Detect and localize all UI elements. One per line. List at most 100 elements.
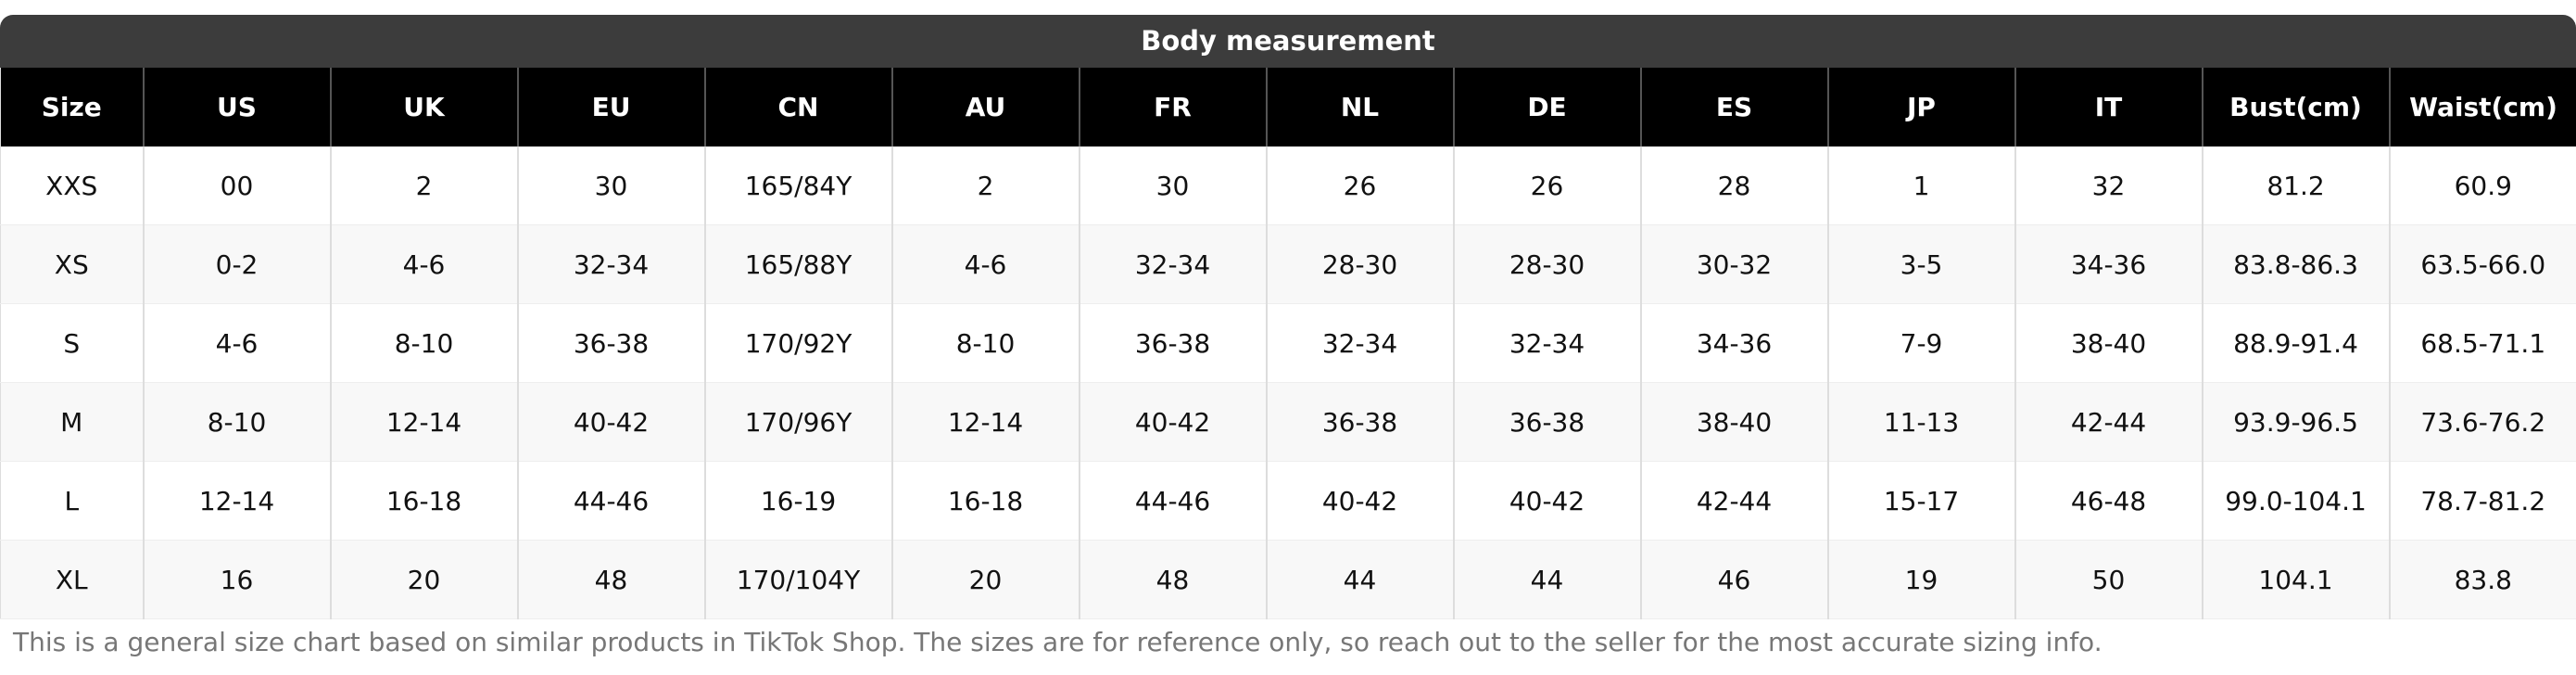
column-header: FR bbox=[1078, 68, 1267, 146]
table-cell: 78.7-81.2 bbox=[2388, 461, 2576, 541]
table-cell: S bbox=[0, 303, 144, 383]
table-cell: 170/92Y bbox=[703, 303, 892, 383]
table-cell: 104.1 bbox=[2201, 540, 2390, 619]
table-cell: 50 bbox=[2014, 540, 2203, 619]
table-cell: 36-38 bbox=[1265, 382, 1454, 462]
table-cell: 26 bbox=[1265, 146, 1454, 225]
table-cell: 28 bbox=[1639, 146, 1828, 225]
column-header: US bbox=[142, 68, 331, 146]
table-cell: 32-34 bbox=[516, 224, 705, 304]
table-cell: 16 bbox=[142, 540, 331, 619]
column-header: Waist(cm) bbox=[2388, 68, 2576, 146]
table-cell: 99.0-104.1 bbox=[2201, 461, 2390, 541]
table-cell: 165/88Y bbox=[703, 224, 892, 304]
table-cell: 28-30 bbox=[1265, 224, 1454, 304]
table-cell: 83.8-86.3 bbox=[2201, 224, 2390, 304]
table-cell: 34-36 bbox=[1639, 303, 1828, 383]
table-cell: 8-10 bbox=[329, 303, 518, 383]
table-cell: 32-34 bbox=[1452, 303, 1641, 383]
table-cell: 16-18 bbox=[890, 461, 1080, 541]
table-cell: 28-30 bbox=[1452, 224, 1641, 304]
table-cell: 42-44 bbox=[1639, 461, 1828, 541]
table-row: M 8-10 12-14 40-42 170/96Y 12-14 40-42 36-38 36-… bbox=[0, 382, 2576, 462]
table-cell: 32-34 bbox=[1078, 224, 1267, 304]
column-header: AU bbox=[890, 68, 1080, 146]
column-header: EU bbox=[516, 68, 705, 146]
table-row: S 4-6 8-10 36-38 170/92Y 8-10 36-38 32-34 32-34 3… bbox=[0, 303, 2576, 383]
table-cell: 12-14 bbox=[890, 382, 1080, 462]
table-cell: 38-40 bbox=[2014, 303, 2203, 383]
column-header: CN bbox=[703, 68, 892, 146]
table-cell: XL bbox=[0, 540, 144, 619]
table-cell: 26 bbox=[1452, 146, 1641, 225]
table-cell: 20 bbox=[890, 540, 1080, 619]
table-cell: 83.8 bbox=[2388, 540, 2576, 619]
table-cell: 165/84Y bbox=[703, 146, 892, 225]
table-cell: 81.2 bbox=[2201, 146, 2390, 225]
table-cell: 63.5-66.0 bbox=[2388, 224, 2576, 304]
table-cell: 11-13 bbox=[1826, 382, 2015, 462]
table-cell: 4-6 bbox=[329, 224, 518, 304]
table-cell: 48 bbox=[516, 540, 705, 619]
table-cell: M bbox=[0, 382, 144, 462]
column-header: DE bbox=[1452, 68, 1641, 146]
table-cell: 36-38 bbox=[516, 303, 705, 383]
table-cell: 46 bbox=[1639, 540, 1828, 619]
table-cell: 44-46 bbox=[1078, 461, 1267, 541]
table-cell: 1 bbox=[1826, 146, 2015, 225]
column-header: NL bbox=[1265, 68, 1454, 146]
table-cell: XXS bbox=[0, 146, 144, 225]
size-table: Size US UK EU CN AU FR NL DE ES JP IT Bust(cm) Waist(… bbox=[0, 68, 2576, 619]
column-header: Bust(cm) bbox=[2201, 68, 2390, 146]
table-cell: 15-17 bbox=[1826, 461, 2015, 541]
table-cell: 93.9-96.5 bbox=[2201, 382, 2390, 462]
column-header: UK bbox=[329, 68, 518, 146]
column-header: JP bbox=[1826, 68, 2015, 146]
table-cell: 60.9 bbox=[2388, 146, 2576, 225]
table-cell: 32 bbox=[2014, 146, 2203, 225]
table-cell: XS bbox=[0, 224, 144, 304]
table-row: L 12-14 16-18 44-46 16-19 16-18 44-46 40-42 40-4… bbox=[0, 461, 2576, 541]
table-cell: 12-14 bbox=[142, 461, 331, 541]
table-cell: 46-48 bbox=[2014, 461, 2203, 541]
table-cell: 16-19 bbox=[703, 461, 892, 541]
table-cell: 48 bbox=[1078, 540, 1267, 619]
header-row: Size US UK EU CN AU FR NL DE ES JP IT Bust(cm) Waist(… bbox=[0, 68, 2576, 146]
table-cell: 0-2 bbox=[142, 224, 331, 304]
table-cell: 38-40 bbox=[1639, 382, 1828, 462]
table-cell: 2 bbox=[890, 146, 1080, 225]
table-cell: 20 bbox=[329, 540, 518, 619]
table-cell: 88.9-91.4 bbox=[2201, 303, 2390, 383]
table-cell: 30-32 bbox=[1639, 224, 1828, 304]
table-cell: 8-10 bbox=[890, 303, 1080, 383]
table-cell: 42-44 bbox=[2014, 382, 2203, 462]
table-cell: 40-42 bbox=[1078, 382, 1267, 462]
table-cell: 4-6 bbox=[890, 224, 1080, 304]
table-cell: 19 bbox=[1826, 540, 2015, 619]
table-cell: 36-38 bbox=[1452, 382, 1641, 462]
table-title: Body measurement bbox=[0, 15, 2576, 68]
table-cell: 68.5-71.1 bbox=[2388, 303, 2576, 383]
table-cell: 30 bbox=[516, 146, 705, 225]
table-cell: 34-36 bbox=[2014, 224, 2203, 304]
table-cell: 2 bbox=[329, 146, 518, 225]
table-cell: 12-14 bbox=[329, 382, 518, 462]
table-cell: L bbox=[0, 461, 144, 541]
table-cell: 44 bbox=[1452, 540, 1641, 619]
table-cell: 3-5 bbox=[1826, 224, 2015, 304]
table-row: XXS 00 2 30 165/84Y 2 30 26 26 28 1 32 81.2 60.9 bbox=[0, 146, 2576, 225]
table-cell: 7-9 bbox=[1826, 303, 2015, 383]
column-header: IT bbox=[2014, 68, 2203, 146]
size-chart: Body measurement Size US UK EU CN AU FR NL DE ES J… bbox=[0, 15, 2576, 619]
table-cell: 40-42 bbox=[516, 382, 705, 462]
table-cell: 4-6 bbox=[142, 303, 331, 383]
column-header: Size bbox=[0, 68, 144, 146]
table-cell: 170/96Y bbox=[703, 382, 892, 462]
table-cell: 16-18 bbox=[329, 461, 518, 541]
table-cell: 32-34 bbox=[1265, 303, 1454, 383]
table-cell: 44-46 bbox=[516, 461, 705, 541]
table-cell: 36-38 bbox=[1078, 303, 1267, 383]
column-header: ES bbox=[1639, 68, 1828, 146]
table-cell: 8-10 bbox=[142, 382, 331, 462]
